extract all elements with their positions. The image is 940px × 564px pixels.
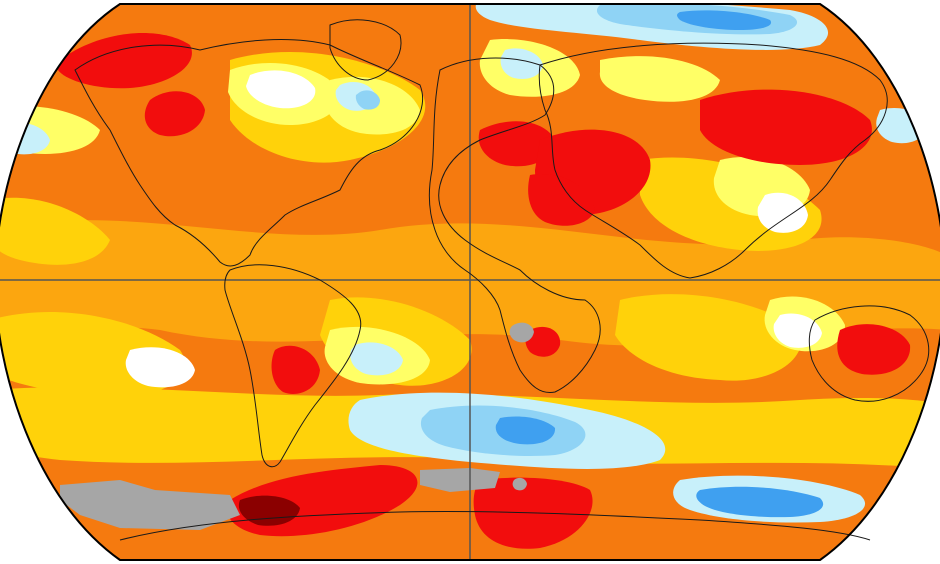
anomaly-red-alaska [58, 33, 192, 89]
anomaly-dark-red-antarctica [238, 495, 300, 526]
anomaly-light-blue-canada [355, 90, 380, 110]
anomaly-red-africa [525, 326, 561, 357]
anomaly-blue-arctic [677, 10, 772, 30]
anomaly-blue-southern-ocean [495, 416, 556, 445]
anomaly-red-australia [837, 324, 911, 375]
anomaly-yellow-south-indian [615, 294, 802, 381]
anomaly-white-pacific-south [125, 347, 195, 388]
anomaly-blue-south-pacific [696, 486, 824, 518]
missing-data-antarctica-center [420, 468, 500, 492]
anomaly-red-northwest-canada [144, 91, 205, 137]
coastline-south-america [224, 264, 362, 468]
anomaly-red-south-america [271, 345, 320, 394]
anomaly-pale-blue-siberia [500, 48, 543, 79]
missing-data-africa [509, 322, 534, 343]
anomaly-pale-blue-south-atlantic [350, 342, 403, 376]
coastline-north-america [74, 39, 424, 267]
anomaly-white-east-asia [757, 192, 808, 233]
missing-data-antarctica-west [60, 480, 240, 530]
anomaly-pale-central-asia [599, 56, 720, 102]
anomaly-red-europe [478, 121, 555, 167]
anomaly-yellow-west-pacific [0, 197, 110, 265]
anomaly-red-arabia [528, 174, 595, 226]
graticule [0, 4, 940, 560]
anomaly-white-north-america [246, 70, 316, 109]
anomaly-red-mongolia [700, 89, 872, 165]
coastline-greenland [329, 19, 402, 81]
anomaly-white-indian-ocean [773, 313, 822, 348]
coastline-asia [538, 42, 888, 279]
coastline-europe-africa [428, 57, 601, 394]
coastline-antarctica [119, 511, 871, 541]
coastlines [74, 19, 930, 541]
missing-data-southern-ocean [512, 477, 527, 491]
map-frame-outline [0, 3, 940, 561]
coastline-australia [808, 305, 930, 402]
